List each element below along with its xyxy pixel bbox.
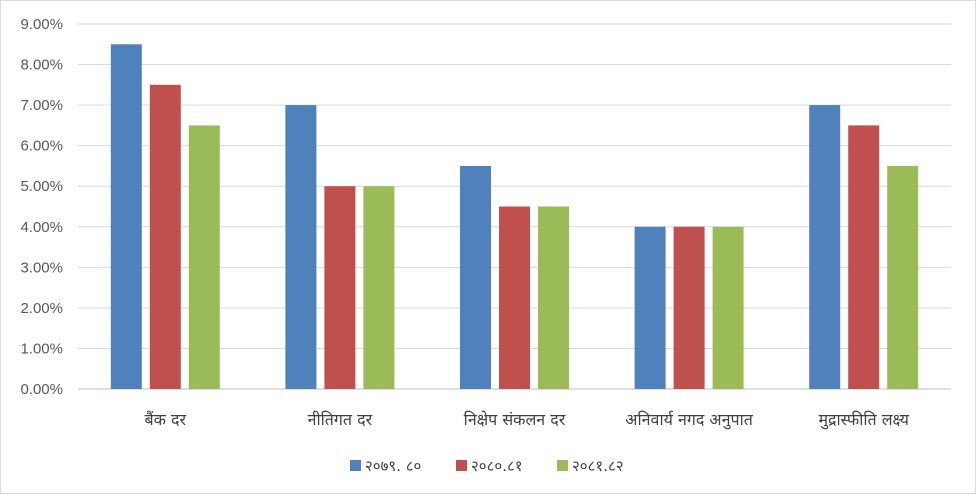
x-category-label: अनिवार्य नगद अनुपात bbox=[625, 410, 753, 430]
y-tick-label: 7.00% bbox=[20, 97, 63, 114]
bar bbox=[809, 105, 841, 389]
y-tick-label: 2.00% bbox=[20, 300, 63, 317]
legend-label: २०७९. ८० bbox=[365, 457, 421, 475]
bar bbox=[538, 206, 569, 389]
y-tick-label: 6.00% bbox=[20, 138, 63, 155]
legend-swatch bbox=[350, 460, 361, 471]
bar bbox=[460, 165, 491, 389]
y-tick-label: 3.00% bbox=[20, 259, 63, 276]
y-tick-label: 1.00% bbox=[20, 340, 63, 357]
bar bbox=[499, 206, 530, 389]
x-category-label: बैंक दर bbox=[145, 410, 187, 429]
bar bbox=[673, 226, 705, 389]
legend-label: २०८१.८२ bbox=[572, 457, 624, 475]
bar bbox=[188, 125, 220, 389]
bar bbox=[324, 186, 356, 389]
bar bbox=[712, 226, 744, 389]
legend-swatch bbox=[557, 460, 568, 471]
bar bbox=[848, 125, 880, 389]
bar bbox=[149, 84, 181, 389]
y-axis-ticks: 0.00% 1.00% 2.00% 3.00% 4.00% 5.00% 6.00% 7.00%… bbox=[20, 16, 63, 398]
x-category-label: निक्षेप संकलन दर bbox=[464, 410, 566, 429]
bar bbox=[634, 226, 666, 389]
y-tick-label: 9.00% bbox=[20, 16, 63, 33]
y-tick-label: 0.00% bbox=[20, 381, 63, 398]
bar bbox=[110, 44, 142, 390]
bar bbox=[363, 186, 395, 389]
x-category-label: मुद्रास्फीति लक्ष्य bbox=[818, 410, 909, 430]
bar bbox=[887, 165, 919, 389]
y-tick-label: 4.00% bbox=[20, 219, 63, 236]
y-tick-label: 8.00% bbox=[20, 57, 63, 74]
legend-label: २०८०.८१ bbox=[471, 457, 523, 475]
y-tick-label: 5.00% bbox=[20, 178, 63, 195]
x-category-label: नीतिगत दर bbox=[308, 410, 373, 429]
legend: २०७९. ८० २०८०.८१ २०८१.८२ bbox=[350, 457, 624, 475]
bar bbox=[285, 105, 317, 389]
legend-swatch bbox=[456, 460, 467, 471]
x-axis-categories: बैंक दर नीतिगत दर निक्षेप संकलन दर अनिवार्य… bbox=[145, 410, 910, 430]
bars bbox=[110, 44, 919, 390]
